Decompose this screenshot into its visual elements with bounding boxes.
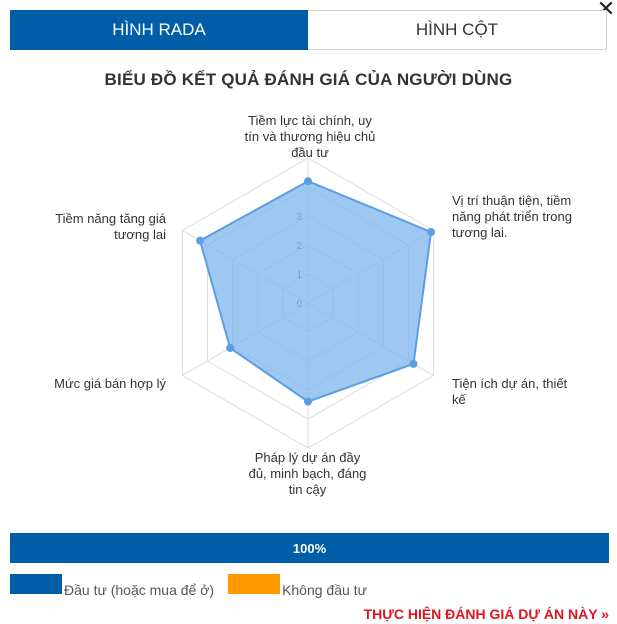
axis-label-amenities: Tiện ích dự án, thiết kế: [452, 376, 568, 407]
rate-project-link[interactable]: THỰC HIỆN ĐÁNH GIÁ DỰ ÁN NÀY »: [363, 606, 609, 622]
axis-label-financial: Tiềm lực tài chính, uy tín và thương hiệ…: [244, 113, 376, 160]
chart-type-tabs: HÌNH RADA HÌNH CỘT: [10, 10, 607, 50]
legend-label-no-invest: Không đầu tư: [282, 582, 367, 598]
progress-fill: [10, 533, 609, 563]
axis-label-price: Mức giá bán hợp lý: [54, 376, 166, 391]
chart-title: BIỂU ĐỒ KẾT QUẢ ĐÁNH GIÁ CỦA NGƯỜI DÙNG: [104, 70, 513, 89]
legend-swatch-invest: [10, 574, 62, 594]
progress-bar: 100%: [10, 533, 609, 563]
legend-swatch-no-invest: [228, 574, 281, 594]
data-point: [427, 227, 436, 236]
data-point: [304, 177, 312, 186]
progress-label: 100%: [292, 540, 327, 556]
legend-item-no-invest: Không đầu tư: [228, 574, 367, 598]
data-point: [409, 359, 418, 368]
axis-label-legal: Pháp lý dự án đầy đủ, minh bạch, đáng ti…: [248, 450, 367, 497]
axis-label-location: Vị trí thuận tiện, tiềm năng phát triển …: [452, 193, 572, 240]
radar-chart: 0123: [181, 157, 436, 449]
tab-radar[interactable]: HÌNH RADA: [10, 10, 308, 50]
legend-item-invest: Đầu tư (hoặc mua để ở): [10, 574, 214, 598]
data-point: [196, 236, 205, 245]
legend: Đầu tư (hoặc mua để ở) Không đầu tư: [10, 574, 381, 598]
legend-label-invest: Đầu tư (hoặc mua để ở): [64, 582, 215, 598]
series-area: [198, 180, 433, 403]
tab-bar[interactable]: HÌNH CỘT: [308, 10, 607, 50]
axis-label-potential: Tiềm năng tăng giá tương lai: [55, 211, 166, 242]
data-point: [304, 397, 312, 406]
data-point: [226, 343, 235, 352]
